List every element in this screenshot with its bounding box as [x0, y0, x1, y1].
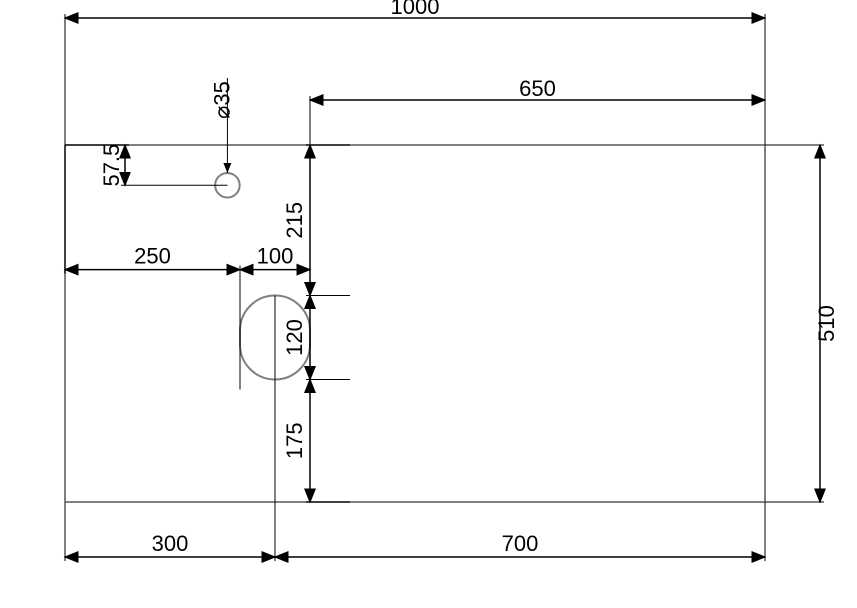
technical-drawing: 1000 650 57.5 ⌀35 250 100 215 120 175 510 300 700 [0, 0, 857, 608]
svg-text:100: 100 [257, 244, 294, 269]
svg-text:57.5: 57.5 [99, 144, 124, 187]
svg-text:300: 300 [152, 531, 189, 556]
svg-text:175: 175 [282, 422, 307, 459]
svg-text:510: 510 [814, 305, 839, 342]
svg-text:120: 120 [282, 319, 307, 356]
svg-text:650: 650 [519, 76, 556, 101]
svg-text:215: 215 [282, 202, 307, 239]
svg-text:⌀35: ⌀35 [209, 81, 234, 119]
svg-text:250: 250 [134, 244, 171, 269]
svg-text:1000: 1000 [391, 0, 440, 19]
svg-text:700: 700 [502, 531, 539, 556]
